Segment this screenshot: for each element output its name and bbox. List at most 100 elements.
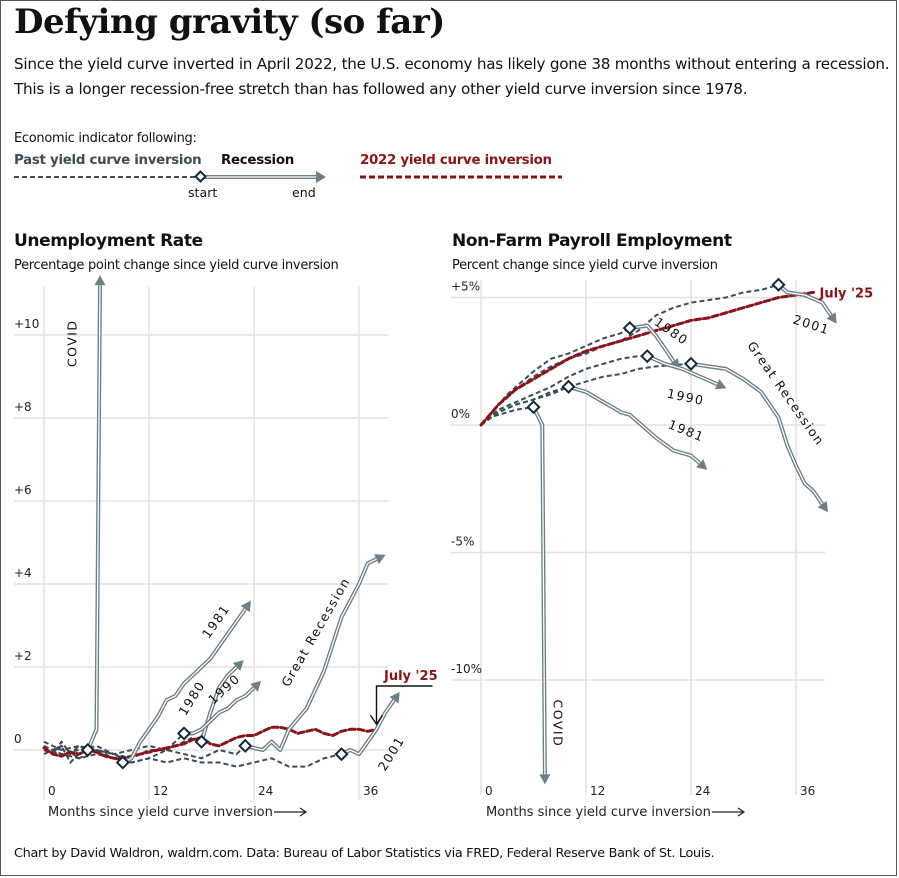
y-tick-label: +4 [14, 566, 32, 580]
legend-heading: Economic indicator following: [14, 131, 197, 146]
recession-start-marker [526, 400, 541, 415]
y-tick-label: 0 [14, 732, 22, 746]
x-axis-arrow-icon [712, 807, 746, 817]
series-pre-1990 [480, 355, 648, 426]
series-pre-great-recession [480, 362, 692, 426]
recession-end-arrow-icon [374, 554, 386, 565]
y-tick-label: +2 [14, 649, 32, 663]
recession-line-inner [629, 324, 675, 362]
unemployment-title: Unemployment Rate [14, 231, 203, 251]
x-tick-label: 24 [695, 784, 710, 798]
recession-start-marker [176, 726, 192, 741]
series-recession-covid: COVID [64, 275, 106, 758]
recession-start-marker [622, 321, 637, 336]
x-tick-label: 0 [48, 784, 56, 798]
payroll-subtitle: Percent change since yield curve inversi… [452, 258, 718, 273]
recession-end-arrow-icon [715, 379, 727, 390]
recession-line-inner [568, 386, 701, 464]
recession-start-marker [334, 747, 349, 762]
series-pre-1981 [480, 385, 569, 426]
recession-end-arrow-icon [696, 459, 708, 470]
y-tick-label: +5% [451, 280, 480, 294]
legend-start-label: start [188, 185, 218, 200]
recession-line-inner [532, 406, 546, 775]
x-tick-label: 12 [153, 784, 168, 798]
series-recession-1990: 1990 [640, 349, 727, 409]
recession-start-marker [683, 356, 699, 371]
recession-line-inner [341, 699, 395, 755]
recession-start-marker [238, 738, 253, 753]
series-pre-1980 [43, 736, 202, 756]
july-25-label: July '25 [383, 669, 438, 684]
recession-end-arrow-icon [94, 275, 106, 286]
legend-recession-arrow [202, 171, 326, 183]
x-tick-label: 36 [800, 784, 815, 798]
recession-start-marker [771, 277, 786, 292]
y-tick-label: +10 [14, 317, 39, 331]
recession-line-inner [184, 687, 255, 735]
series-label-1981: 1981 [666, 417, 707, 445]
recession-start-marker [640, 349, 655, 364]
y-tick-label: +8 [14, 400, 32, 414]
series-2022-inversion [479, 290, 815, 427]
recession-end-arrow-icon [240, 600, 252, 613]
recession-line-inner [647, 355, 718, 385]
series-pre-2001 [43, 749, 342, 768]
series-label-covid: COVID [551, 699, 566, 747]
recession-end-arrow-icon [389, 692, 400, 704]
series-label-2001: 2001 [791, 312, 832, 338]
x-axis-arrow-icon [274, 807, 308, 817]
recession-line-outer [690, 361, 824, 506]
series-recession-great-recession: Great Recession [683, 338, 828, 513]
unemployment-subtitle: Percentage point change since yield curv… [14, 258, 339, 273]
y-tick-label: +6 [14, 483, 32, 497]
legend-past-label: Past yield curve inversion [14, 153, 202, 168]
legend-recession-label: Recession [221, 153, 294, 168]
x-tick-label: 36 [363, 784, 378, 798]
series-2022-inversion [42, 725, 378, 760]
subtitle-line-1: Since the yield curve inverted in April … [14, 55, 890, 73]
series-pre-1980 [480, 327, 631, 426]
recession-end-arrow-icon [232, 660, 244, 671]
recession-end-arrow-icon [539, 774, 551, 785]
recession-start-marker [194, 734, 209, 749]
july-25-pointer [375, 685, 433, 724]
series-label-covid: COVID [64, 319, 79, 367]
y-tick-label: -10% [451, 662, 482, 676]
y-tick-label: 0% [451, 407, 470, 421]
legend-end-label: end [292, 185, 316, 200]
legend-start-marker [194, 170, 207, 183]
recession-line-inner [87, 285, 101, 751]
subtitle-line-2: This is a longer recession-free stretch … [14, 80, 748, 98]
legend-2022-label: 2022 yield curve inversion [360, 153, 552, 168]
x-tick-label: 0 [485, 784, 493, 798]
figure-title: Defying gravity (so far) [14, 2, 445, 42]
recession-end-arrow-icon [826, 312, 837, 324]
recession-end-arrow-icon [250, 680, 262, 692]
recession-line-inner [778, 284, 832, 316]
series-recession-covid: COVID [526, 400, 566, 785]
payroll-title: Non-Farm Payroll Employment [452, 231, 732, 251]
recession-line-inner [245, 558, 377, 751]
recession-start-marker [80, 742, 95, 758]
july-25-label: July '25 [819, 286, 874, 301]
x-axis-label: Months since yield curve inversion [48, 805, 273, 820]
july-25-arrow-icon [369, 714, 384, 726]
gridlines [451, 280, 825, 795]
footer-credit: Chart by David Waldron, waldrn.com. Data… [14, 846, 715, 861]
recession-start-marker [115, 755, 130, 770]
series-label-1990: 1990 [666, 386, 706, 409]
x-axis-label: Months since yield curve inversion [486, 805, 711, 820]
recession-end-arrow-icon [817, 500, 828, 513]
recession-line-inner [690, 363, 823, 505]
x-tick-label: 12 [590, 784, 605, 798]
y-tick-label: -5% [451, 535, 474, 549]
x-tick-label: 24 [258, 784, 273, 798]
recession-start-marker [561, 379, 576, 394]
series-label-great-recession: Great Recession [744, 338, 827, 448]
series-pre-2001 [480, 283, 779, 426]
